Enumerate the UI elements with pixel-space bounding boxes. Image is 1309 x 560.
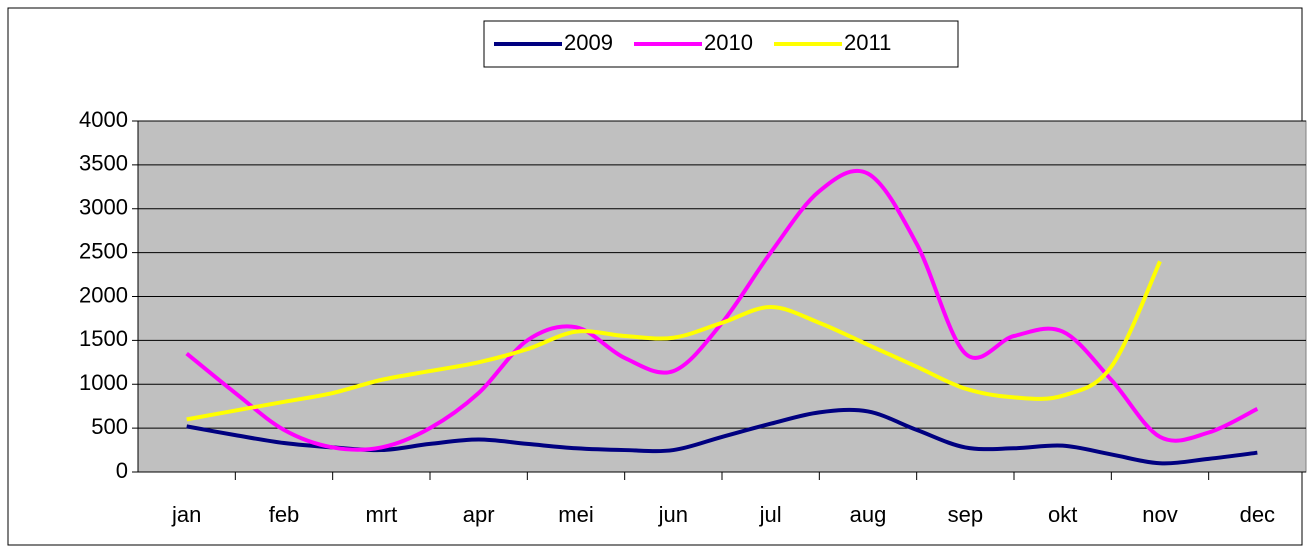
y-tick-label: 3000: [79, 195, 128, 220]
y-tick-label: 2500: [79, 238, 128, 263]
legend: [483, 20, 959, 68]
y-tick-label: 2000: [79, 282, 128, 307]
x-tick-label: jul: [759, 502, 782, 527]
x-tick-label: nov: [1142, 502, 1177, 527]
y-tick-label: 1500: [79, 326, 128, 351]
y-tick-label: 0: [116, 458, 128, 483]
x-tick-label: feb: [269, 502, 300, 527]
legend-label: 2010: [704, 30, 753, 55]
y-tick-label: 3500: [79, 151, 128, 176]
x-tick-label: mei: [558, 502, 593, 527]
y-tick-label: 4000: [79, 107, 128, 132]
x-tick-label: dec: [1240, 502, 1275, 527]
series-line: [185, 168, 1259, 452]
y-tick-label: 1000: [79, 370, 128, 395]
x-tick-label: sep: [948, 502, 983, 527]
y-tick-label: 500: [91, 414, 128, 439]
legend-label: 2009: [564, 30, 613, 55]
x-tick-label: jan: [171, 502, 201, 527]
x-tick-label: aug: [850, 502, 887, 527]
series-line: [186, 260, 1162, 422]
x-tick-label: okt: [1048, 502, 1077, 527]
legend-label: 2011: [844, 30, 891, 55]
x-tick-label: jun: [658, 502, 688, 527]
x-tick-label: mrt: [365, 502, 397, 527]
x-tick-label: apr: [463, 502, 495, 527]
